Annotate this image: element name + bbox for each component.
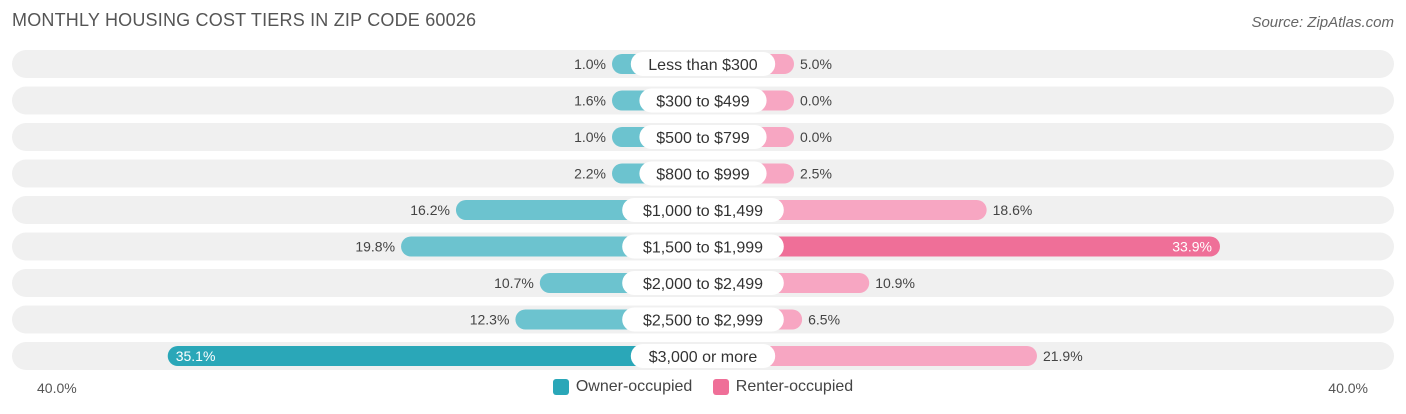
value-label-renter: 18.6% — [993, 202, 1033, 218]
category-label: Less than $300 — [648, 57, 758, 74]
source-note: Source: ZipAtlas.com — [1251, 14, 1394, 31]
value-label-renter: 5.0% — [800, 56, 832, 72]
category-pill — [630, 52, 776, 76]
bar-owner — [167, 346, 704, 366]
bar-renter — [703, 236, 1220, 257]
category-label: $2,500 to $2,999 — [643, 313, 763, 330]
value-label-owner: 1.0% — [574, 129, 606, 145]
value-label-owner: 1.0% — [574, 56, 606, 72]
legend: Owner-occupied Renter-occupied — [0, 378, 1406, 400]
category-label: $2,000 to $2,499 — [643, 276, 763, 293]
category-pill — [639, 161, 767, 186]
category-pill — [622, 234, 784, 259]
value-label-renter: 0.0% — [800, 93, 832, 109]
value-label-renter: 21.9% — [1043, 348, 1083, 364]
value-label-renter: 2.5% — [800, 166, 832, 182]
legend-item-owner: Owner-occupied — [552, 378, 693, 396]
value-label-owner: 10.7% — [494, 275, 534, 291]
category-pill — [622, 198, 784, 222]
category-pill — [639, 125, 767, 149]
axis-right-label: 40.0% — [1328, 380, 1368, 396]
value-label-renter: 10.9% — [875, 275, 915, 291]
legend-swatch-renter — [712, 379, 729, 395]
category-label: $300 to $499 — [656, 94, 750, 111]
axis-left-label: 40.0% — [37, 380, 77, 396]
chart-title: MONTHLY HOUSING COST TIERS IN ZIP CODE 6… — [12, 10, 477, 30]
legend-label-renter: Renter-occupied — [735, 378, 854, 395]
value-label-renter: 33.9% — [1172, 239, 1212, 255]
legend-label-owner: Owner-occupied — [575, 378, 693, 395]
value-label-owner: 2.2% — [574, 166, 606, 182]
category-label: $3,000 or more — [649, 349, 758, 366]
category-pill — [639, 88, 767, 113]
category-pill — [630, 344, 776, 368]
value-label-owner: 12.3% — [470, 312, 510, 328]
value-label-owner: 35.1% — [176, 348, 216, 364]
value-label-owner: 19.8% — [355, 239, 395, 255]
category-pill — [622, 307, 784, 332]
category-label: $800 to $999 — [656, 167, 750, 184]
value-label-owner: 16.2% — [410, 202, 450, 218]
legend-swatch-owner — [552, 379, 569, 395]
category-pill — [622, 271, 784, 295]
value-label-owner: 1.6% — [574, 93, 606, 109]
category-label: $500 to $799 — [656, 130, 750, 147]
bar-renter — [703, 346, 1037, 366]
category-label: $1,000 to $1,499 — [643, 203, 763, 220]
legend-item-renter: Renter-occupied — [712, 378, 854, 396]
value-label-renter: 0.0% — [800, 129, 832, 145]
category-label: $1,500 to $1,999 — [643, 240, 763, 257]
value-label-renter: 6.5% — [808, 312, 840, 328]
